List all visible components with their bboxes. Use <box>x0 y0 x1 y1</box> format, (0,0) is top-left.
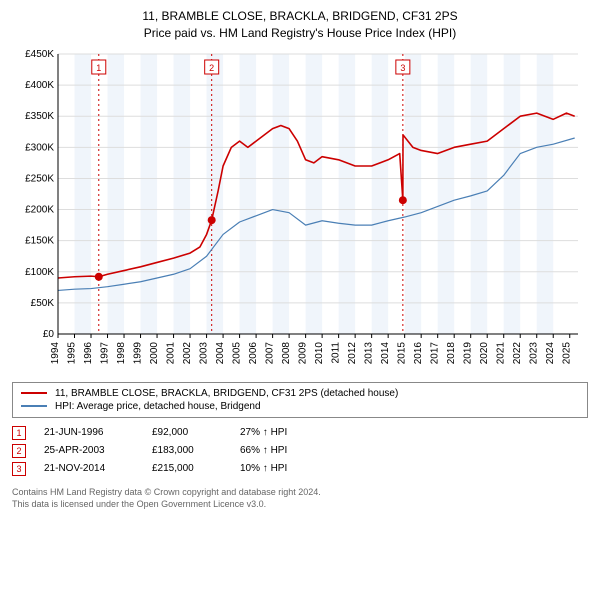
event-date: 21-NOV-2014 <box>44 463 134 474</box>
svg-text:2009: 2009 <box>298 341 309 364</box>
svg-text:2012: 2012 <box>347 341 358 364</box>
event-price: £92,000 <box>152 427 222 438</box>
event-pct: 66% ↑ HPI <box>240 445 330 456</box>
svg-text:£0: £0 <box>43 329 55 340</box>
svg-text:2024: 2024 <box>545 341 556 364</box>
legend-item: 11, BRAMBLE CLOSE, BRACKLA, BRIDGEND, CF… <box>21 387 579 400</box>
event-pct: 10% ↑ HPI <box>240 463 330 474</box>
svg-text:2002: 2002 <box>182 341 193 364</box>
svg-text:£50K: £50K <box>31 297 55 308</box>
svg-text:2: 2 <box>209 63 214 73</box>
footer-attribution: Contains HM Land Registry data © Crown c… <box>12 486 588 510</box>
title-line-1: 11, BRAMBLE CLOSE, BRACKLA, BRIDGEND, CF… <box>12 8 588 25</box>
svg-text:2016: 2016 <box>413 341 424 364</box>
svg-text:£400K: £400K <box>25 80 54 91</box>
svg-text:£350K: £350K <box>25 111 54 122</box>
svg-text:2005: 2005 <box>232 341 243 364</box>
chart-area: £0 £50K £100K £150K £200K £250K £300K £350K £400… <box>12 48 588 378</box>
svg-text:£250K: £250K <box>25 173 54 184</box>
footer-line-1: Contains HM Land Registry data © Crown c… <box>12 486 588 498</box>
svg-text:£300K: £300K <box>25 142 54 153</box>
svg-text:£100K: £100K <box>25 266 54 277</box>
svg-text:2025: 2025 <box>562 341 573 364</box>
svg-text:2013: 2013 <box>364 341 375 364</box>
svg-text:2022: 2022 <box>512 341 523 364</box>
svg-text:3: 3 <box>400 63 405 73</box>
title-line-2: Price paid vs. HM Land Registry's House … <box>12 25 588 42</box>
svg-text:2020: 2020 <box>479 341 490 364</box>
event-marker: 1 <box>12 426 26 440</box>
legend-swatch <box>21 392 47 394</box>
legend-label: HPI: Average price, detached house, Brid… <box>55 401 261 412</box>
event-price: £215,000 <box>152 463 222 474</box>
svg-text:1999: 1999 <box>133 341 144 364</box>
svg-text:2011: 2011 <box>331 341 342 363</box>
svg-text:2019: 2019 <box>463 341 474 364</box>
price-chart: £0 £50K £100K £150K £200K £250K £300K £350K £400… <box>12 48 588 378</box>
legend-item: HPI: Average price, detached house, Brid… <box>21 400 579 413</box>
event-marker: 3 <box>12 462 26 476</box>
svg-text:2021: 2021 <box>496 341 507 364</box>
legend: 11, BRAMBLE CLOSE, BRACKLA, BRIDGEND, CF… <box>12 382 588 418</box>
svg-text:2018: 2018 <box>446 341 457 364</box>
svg-text:1996: 1996 <box>83 341 94 364</box>
svg-text:2003: 2003 <box>199 341 210 364</box>
footer-line-2: This data is licensed under the Open Gov… <box>12 498 588 510</box>
svg-text:2007: 2007 <box>265 341 276 364</box>
legend-swatch <box>21 405 47 407</box>
events-table: 1 21-JUN-1996 £92,000 27% ↑ HPI 2 25-APR-2003… <box>12 424 588 478</box>
event-date: 21-JUN-1996 <box>44 427 134 438</box>
svg-text:2001: 2001 <box>166 341 177 364</box>
svg-text:1: 1 <box>96 63 101 73</box>
svg-text:£200K: £200K <box>25 204 54 215</box>
event-pct: 27% ↑ HPI <box>240 427 330 438</box>
svg-text:1997: 1997 <box>100 341 111 364</box>
event-price: £183,000 <box>152 445 222 456</box>
svg-text:2004: 2004 <box>215 341 226 364</box>
svg-text:1994: 1994 <box>50 341 61 364</box>
svg-text:1998: 1998 <box>116 341 127 364</box>
svg-text:2000: 2000 <box>149 341 160 364</box>
svg-text:2014: 2014 <box>380 341 391 364</box>
svg-text:2023: 2023 <box>529 341 540 364</box>
event-row: 2 25-APR-2003 £183,000 66% ↑ HPI <box>12 442 588 460</box>
svg-text:1995: 1995 <box>67 341 78 364</box>
chart-title-block: 11, BRAMBLE CLOSE, BRACKLA, BRIDGEND, CF… <box>12 8 588 42</box>
event-date: 25-APR-2003 <box>44 445 134 456</box>
svg-text:2010: 2010 <box>314 341 325 364</box>
event-row: 1 21-JUN-1996 £92,000 27% ↑ HPI <box>12 424 588 442</box>
svg-text:2015: 2015 <box>397 341 408 364</box>
svg-text:2008: 2008 <box>281 341 292 364</box>
event-marker: 2 <box>12 444 26 458</box>
svg-text:2006: 2006 <box>248 341 259 364</box>
svg-text:2017: 2017 <box>430 341 441 364</box>
svg-text:£450K: £450K <box>25 49 54 60</box>
event-row: 3 21-NOV-2014 £215,000 10% ↑ HPI <box>12 460 588 478</box>
legend-label: 11, BRAMBLE CLOSE, BRACKLA, BRIDGEND, CF… <box>55 388 398 399</box>
svg-text:£150K: £150K <box>25 235 54 246</box>
